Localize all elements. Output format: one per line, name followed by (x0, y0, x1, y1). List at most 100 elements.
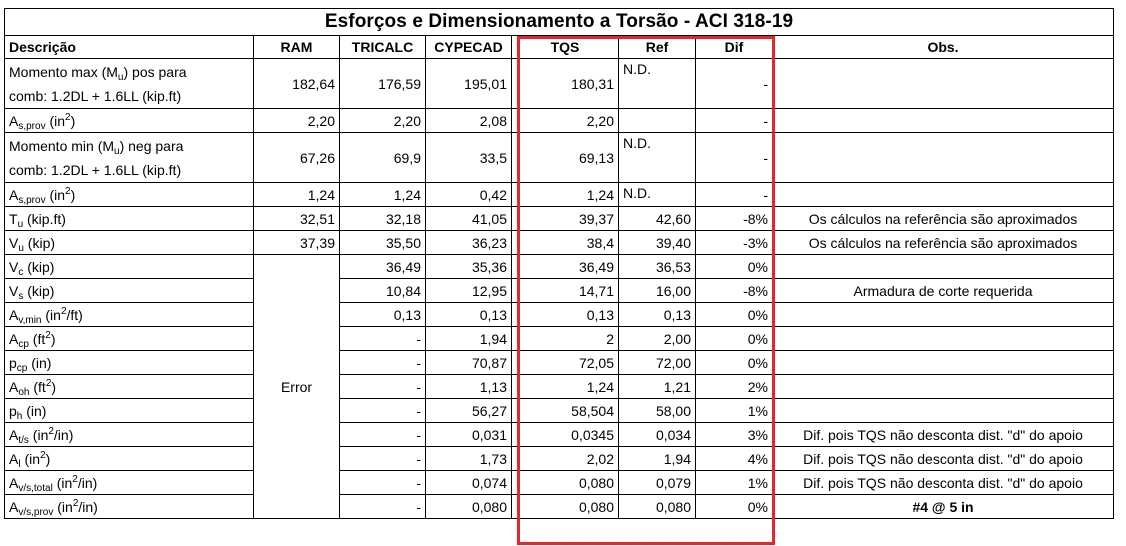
desc-part: p (9, 402, 17, 419)
desc-subscript: u (117, 71, 124, 83)
cell-dif: 0% (695, 326, 773, 351)
desc-subscript: t/s (18, 434, 29, 446)
cell-ref: 0,079 (618, 470, 696, 495)
desc-part: A (9, 378, 19, 395)
desc-text: Momento min (Mu) neg para (9, 137, 184, 157)
cell-tricalc: - (339, 350, 426, 375)
desc-superscript: 2 (48, 425, 54, 437)
cell-tqs: 180,31 (511, 58, 619, 109)
cell-descricao: As,prov (in2) (4, 108, 254, 133)
desc-part: (in (53, 498, 73, 515)
cell-cypecad: 0,42 (425, 182, 512, 207)
desc-part: ) (70, 112, 76, 129)
cell-ref (618, 108, 696, 133)
desc-text: Av/s,total (in2/in) (9, 474, 98, 493)
cell-descricao: Momento max (Mu) pos para comb: 1.2DL + 1… (4, 58, 254, 109)
cell-dif: -8% (695, 278, 773, 303)
table-row: At/s (in2/in) -0,031 0,0345 0,034 3% Dif. poi… (4, 422, 1114, 447)
desc-line2: comb: 1.2DL + 1.6LL (kip.ft) (9, 87, 182, 104)
cell-obs (772, 108, 1114, 133)
desc-subscript: oh (18, 386, 30, 398)
desc-part: ) pos para (123, 63, 187, 80)
desc-subscript: l (18, 458, 21, 470)
cell-cypecad: 12,95 (425, 278, 512, 303)
cell-obs: Os cálculos na referência são aproximado… (772, 230, 1114, 255)
cell-cypecad: 1,94 (425, 326, 512, 351)
cell-cypecad: 0,13 (425, 302, 512, 327)
cell-obs (772, 132, 1114, 183)
cell-tqs: 0,0345 (511, 422, 619, 447)
desc-superscript: 2 (65, 111, 71, 123)
desc-part: ) (70, 186, 76, 203)
cell-ref: 58,00 (618, 398, 696, 423)
cell-cypecad: 41,05 (425, 206, 512, 231)
desc-part: /in) (77, 474, 98, 491)
cell-obs (772, 302, 1114, 327)
table-row: Acp (ft2) -1,94 2 2,00 0% (4, 326, 1114, 351)
desc-part: A (9, 330, 19, 347)
desc-part: A (9, 474, 19, 491)
table-row: pcp (in) -70,87 72,05 72,00 0% (4, 350, 1114, 375)
cell-tricalc: - (339, 446, 426, 471)
cell-tqs: 39,37 (511, 206, 619, 231)
desc-text: As,prov (in2) (9, 111, 76, 132)
cell-dif: - (695, 182, 773, 207)
desc-part: (ft (29, 378, 46, 395)
desc-part: ) neg para (119, 137, 184, 154)
cell-dif: - (695, 132, 773, 183)
cell-descricao: pcp (in) (4, 350, 254, 375)
cell-tricalc: - (339, 374, 426, 399)
header-cypecad: CYPECAD (425, 35, 512, 59)
cell-cypecad: 0,031 (425, 422, 512, 447)
cell-obs: Dif. pois TQS não desconta dist. "d" do … (772, 422, 1114, 447)
cell-tqs: 0,13 (511, 302, 619, 327)
cell-descricao: Momento min (Mu) neg para comb: 1.2DL + 1… (4, 132, 254, 183)
desc-superscript: 2 (45, 329, 51, 341)
desc-part: /in) (53, 426, 74, 443)
desc-subscript: u (17, 218, 24, 230)
desc-part: (kip) (23, 234, 56, 251)
table-row: Vc (kip) Error 36,49 35,36 36,49 36,53 0% (4, 254, 1114, 519)
cell-dif: -3% (695, 230, 773, 255)
cell-dif: 0% (695, 254, 773, 279)
desc-text: As,prov (in2) (9, 186, 76, 205)
desc-subscript: cp (18, 338, 29, 350)
table-row: Vu (kip) 37,39 35,50 36,23 38,4 39,40 -3% Os cá… (4, 230, 1114, 255)
cell-ref: 1,94 (618, 446, 696, 471)
cell-obs: Armadura de corte requerida (772, 278, 1114, 303)
cell-descricao: Aoh (ft2) (4, 374, 254, 399)
cell-obs: Dif. pois TQS não desconta dist. "d" do … (772, 446, 1114, 471)
table-row: Al (in2) -1,73 2,02 1,94 4% Dif. pois TQS não… (4, 446, 1114, 471)
cell-ram: 182,64 (253, 58, 340, 109)
desc-text: pcp (in) (9, 354, 52, 374)
cell-ref: 16,00 (618, 278, 696, 303)
desc-subscript: s,prov (18, 120, 46, 132)
cell-cypecad: 36,23 (425, 230, 512, 255)
cell-dif: 3% (695, 422, 773, 447)
desc-text: Momento max (Mu) pos para (9, 63, 187, 83)
cell-tricalc: - (339, 326, 426, 351)
cell-descricao: Vc (kip) (4, 254, 254, 279)
cell-tqs: 38,4 (511, 230, 619, 255)
cell-descricao: Vs (kip) (4, 278, 254, 303)
desc-part: A (9, 306, 19, 323)
desc-part: A (9, 186, 19, 203)
cell-ref: N.D. (618, 132, 696, 183)
desc-text: Aoh (ft2) (9, 378, 56, 398)
cell-ref: 36,53 (618, 254, 696, 279)
cell-tqs: 1,24 (511, 182, 619, 207)
desc-subscript: v/s,prov (18, 506, 54, 518)
cell-tricalc: - (339, 398, 426, 423)
desc-part: A (9, 112, 19, 129)
cell-ref: 42,60 (618, 206, 696, 231)
desc-part: T (9, 210, 18, 227)
cell-ref: N.D. (618, 58, 696, 109)
desc-part: V (9, 234, 19, 251)
desc-text: ph (in) (9, 402, 46, 422)
cell-cypecad: 35,36 (425, 254, 512, 279)
cell-ref: 2,00 (618, 326, 696, 351)
desc-part: (in) (27, 354, 52, 371)
desc-part: /in) (78, 498, 98, 515)
cell-dif: 0% (695, 494, 773, 519)
desc-text: Al (in2) (9, 450, 50, 470)
